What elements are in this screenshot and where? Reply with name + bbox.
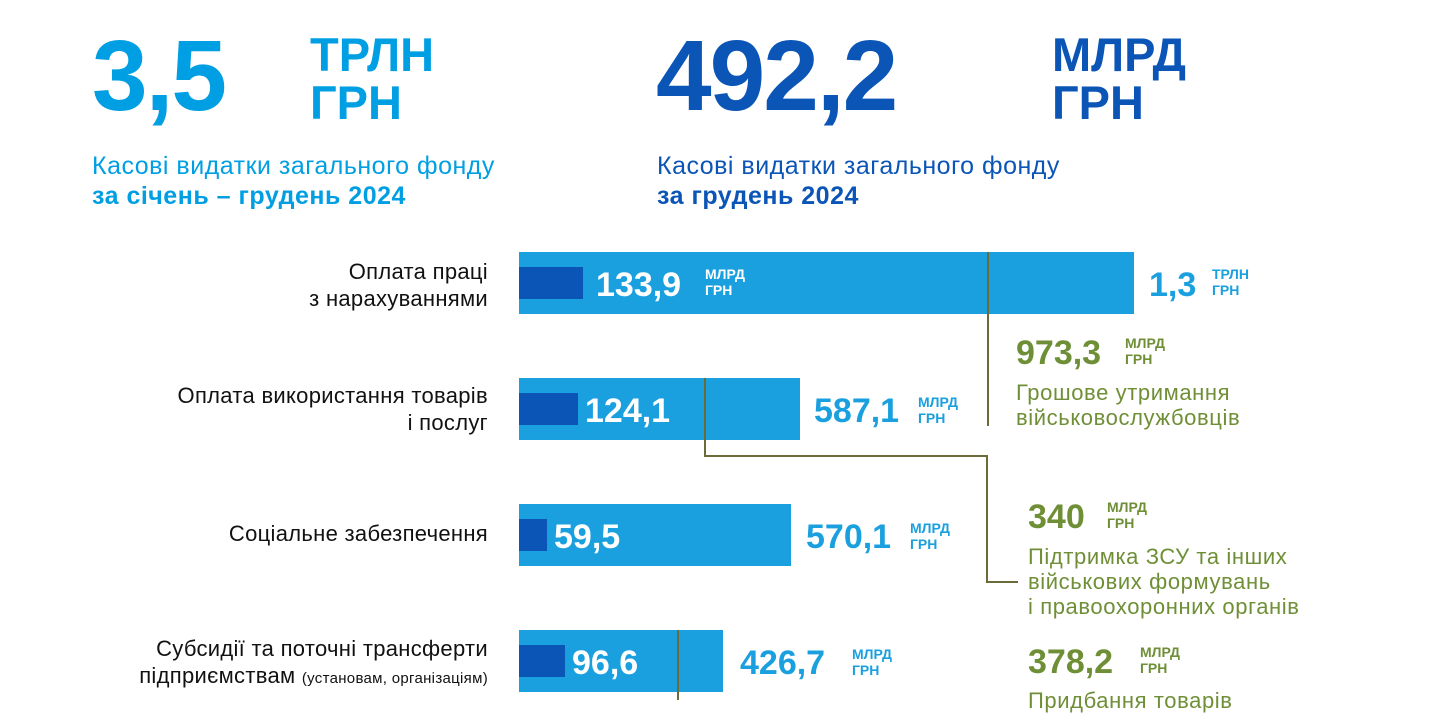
outside-value-2: 570,1 [806,518,892,556]
row-label-0-line-2: з нарахуваннями [309,286,488,311]
annotation-0-unit-1: МЛРД [1125,335,1165,351]
connector-goods-down [986,455,988,583]
annotation-0-unit: МЛРД ГРН [1125,335,1165,367]
outside-unit-1-line-1: МЛРД [918,394,958,410]
annotation-0-text-2: військовослужбовців [1016,405,1241,430]
outside-unit-3-line-2: ГРН [852,662,880,678]
annotation-1-unit: МЛРД ГРН [1107,499,1147,531]
inside-value-2: 59,5 [554,518,621,556]
outside-unit-2: МЛРД ГРН [910,520,950,552]
annual-unit-2: ГРН [310,75,402,129]
annotation-1-caption: Підтримка ЗСУ та інших військових формув… [1028,544,1300,619]
connector-goods-vertical [704,378,706,456]
bar-monthly-1 [519,393,578,425]
outside-value-1: 587,1 [814,392,900,430]
annotation-1-unit-2: ГРН [1107,515,1135,531]
outside-unit-0: ТРЛН ГРН [1212,266,1249,298]
monthly-caption: Касові видатки загального фонду за груде… [657,151,1060,211]
outside-unit-0-line-1: ТРЛН [1212,266,1249,282]
row-label-3-line-2: підприємствам [139,663,296,688]
annual-amount: 3,5 [92,20,227,132]
row-label-2: Соціальне забезпечення [229,520,488,547]
monthly-unit-1: МЛРД [1052,28,1187,81]
annotation-0-value: 973,3 [1016,334,1102,372]
outside-unit-0-line-2: ГРН [1212,282,1240,298]
annotation-2-text-1: Придбання товарів [1028,688,1233,713]
connector-salary [987,252,989,426]
annual-caption: Касові видатки загального фонду за січен… [92,151,495,211]
annotation-2-unit-2: ГРН [1140,660,1168,676]
row-label-1: Оплата використання товарів і послуг [178,382,488,436]
bar-annual-3 [519,630,723,692]
inside-value-3: 96,6 [572,644,639,682]
outside-value-3: 426,7 [740,644,826,682]
annotation-1-text-3: і правоохоронних органів [1028,594,1300,619]
outside-unit-3: МЛРД ГРН [852,646,892,678]
inside-unit-0-line-2: ГРН [705,282,733,298]
monthly-amount: 492,2 [656,20,898,132]
row-label-1-line-1: Оплата використання товарів [177,383,488,408]
connector-goods-horizontal [704,455,988,457]
annotation-2-caption: Придбання товарів [1028,688,1233,713]
bar-annual-1 [519,378,800,440]
annotation-0-unit-2: ГРН [1125,351,1153,367]
annotation-1-value: 340 [1028,498,1085,536]
annotation-1-unit-1: МЛРД [1107,499,1147,515]
outside-unit-2-line-1: МЛРД [910,520,950,536]
row-label-2-line-1: Соціальне забезпечення [228,521,488,546]
row-label-3: Субсидії та поточні трансферти підприємс… [139,635,488,692]
bar-monthly-2 [519,519,547,551]
outside-unit-1-line-2: ГРН [918,410,946,426]
annual-caption-1: Касові видатки загального фонду [92,152,495,180]
row-label-1-line-2: і послуг [407,410,488,435]
outside-unit-3-line-1: МЛРД [852,646,892,662]
inside-unit-0-line-1: МЛРД [705,266,745,282]
annotation-2-unit: МЛРД ГРН [1140,644,1180,676]
monthly-unit-2: ГРН [1052,75,1144,129]
annual-caption-2: за січень – грудень 2024 [92,182,406,210]
bar-monthly-3 [519,645,565,677]
connector-goods-end [986,581,1018,583]
bar-annual-0 [519,252,1134,314]
annotation-1-text-2: військових формувань [1028,569,1271,594]
row-label-3-note: (установам, організаціям) [301,670,488,687]
bar-annual-2 [519,504,791,566]
outside-unit-2-line-2: ГРН [910,536,938,552]
annual-unit-1: ТРЛН [310,28,435,81]
connector-subsidies [677,630,679,700]
monthly-unit: МЛРД ГРН [1052,31,1186,127]
row-label-0-line-1: Оплата праці [348,259,488,284]
annual-unit: ТРЛН ГРН [310,31,434,127]
annotation-0-caption: Грошове утримання військовослужбовців [1016,380,1240,430]
annotation-2-value: 378,2 [1028,643,1114,681]
bar-monthly-0 [519,267,583,299]
inside-value-0: 133,9 [596,266,682,304]
monthly-caption-1: Касові видатки загального фонду [657,152,1060,180]
outside-unit-1: МЛРД ГРН [918,394,958,426]
row-label-0: Оплата праці з нарахуваннями [309,258,488,312]
inside-unit-0: МЛРД ГРН [705,266,745,298]
outside-value-0: 1,3 [1149,266,1197,304]
inside-value-1: 124,1 [585,392,671,430]
monthly-caption-2: за грудень 2024 [657,182,859,210]
annotation-0-text-1: Грошове утримання [1016,380,1231,405]
row-label-3-line-1: Субсидії та поточні трансферти [156,636,488,661]
annotation-2-unit-1: МЛРД [1140,644,1180,660]
annotation-1-text-1: Підтримка ЗСУ та інших [1028,544,1288,569]
